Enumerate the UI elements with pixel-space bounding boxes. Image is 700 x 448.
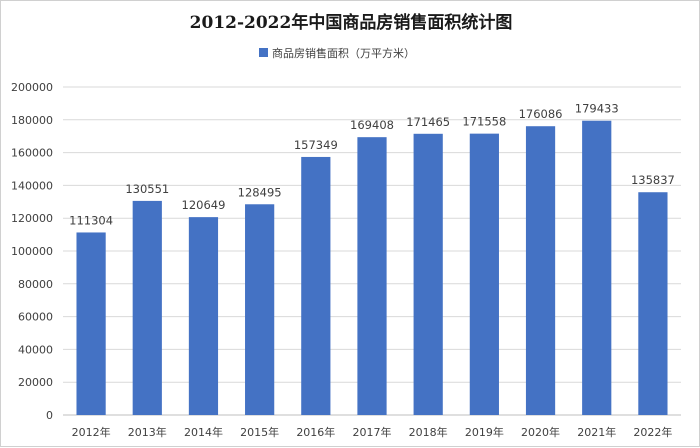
x-tick-label: 2018年 xyxy=(409,425,448,439)
legend: 商品房销售面积（万平方米） xyxy=(259,46,415,60)
x-tick-label: 2014年 xyxy=(184,425,223,439)
y-tick-label: 40000 xyxy=(18,343,53,356)
x-tick-label: 2019年 xyxy=(465,425,504,439)
y-tick-label: 140000 xyxy=(11,179,53,192)
data-label: 130551 xyxy=(125,182,169,196)
x-tick-label: 2015年 xyxy=(240,425,279,439)
y-axis: 0 20000 40000 60000 80000 100000 120000 140000 1… xyxy=(11,81,53,422)
bar xyxy=(132,200,162,415)
y-tick-label: 100000 xyxy=(11,245,53,258)
data-label: 171558 xyxy=(462,115,506,129)
y-tick-label: 180000 xyxy=(11,114,53,127)
data-label: 179433 xyxy=(575,102,619,116)
y-tick-label: 20000 xyxy=(18,376,53,389)
bar xyxy=(188,217,219,415)
data-label: 111304 xyxy=(69,213,113,227)
y-tick-label: 120000 xyxy=(11,212,53,225)
x-tick-label: 2020年 xyxy=(521,425,560,439)
y-tick-label: 200000 xyxy=(11,81,53,94)
bar xyxy=(638,192,668,415)
data-label: 169408 xyxy=(350,118,394,132)
data-label: 171465 xyxy=(406,115,450,129)
bar xyxy=(469,133,499,415)
x-tick-label: 2013年 xyxy=(128,425,167,439)
legend-label: 商品房销售面积（万平方米） xyxy=(272,46,415,60)
bar xyxy=(76,232,106,415)
data-labels: 111304 130551 120649 128495 157349 169408 1714… xyxy=(69,102,675,228)
data-label: 135837 xyxy=(631,173,675,187)
x-tick-label: 2022年 xyxy=(633,425,672,439)
bar xyxy=(582,120,612,415)
data-label: 128495 xyxy=(238,185,282,199)
data-label: 176086 xyxy=(519,107,563,121)
x-tick-label: 2017年 xyxy=(353,425,392,439)
y-tick-label: 80000 xyxy=(18,278,53,291)
y-tick-label: 0 xyxy=(46,409,53,422)
bar xyxy=(525,126,556,415)
x-axis: 2012年 2013年 2014年 2015年 2016年 2017年 2018年 2019年… xyxy=(72,425,673,439)
bar xyxy=(301,156,331,416)
chart-title: 2012-2022年中国商品房销售面积统计图 xyxy=(190,12,513,33)
data-label: 120649 xyxy=(182,198,226,212)
x-tick-label: 2016年 xyxy=(296,425,335,439)
bar xyxy=(245,204,275,415)
bar xyxy=(357,137,387,415)
legend-swatch xyxy=(259,48,268,57)
data-label: 157349 xyxy=(294,138,338,152)
x-tick-label: 2021年 xyxy=(577,425,616,439)
bars xyxy=(76,120,668,416)
x-tick-label: 2012年 xyxy=(72,425,111,439)
bar xyxy=(413,133,443,415)
y-tick-label: 60000 xyxy=(18,311,53,324)
y-tick-label: 160000 xyxy=(11,147,53,160)
